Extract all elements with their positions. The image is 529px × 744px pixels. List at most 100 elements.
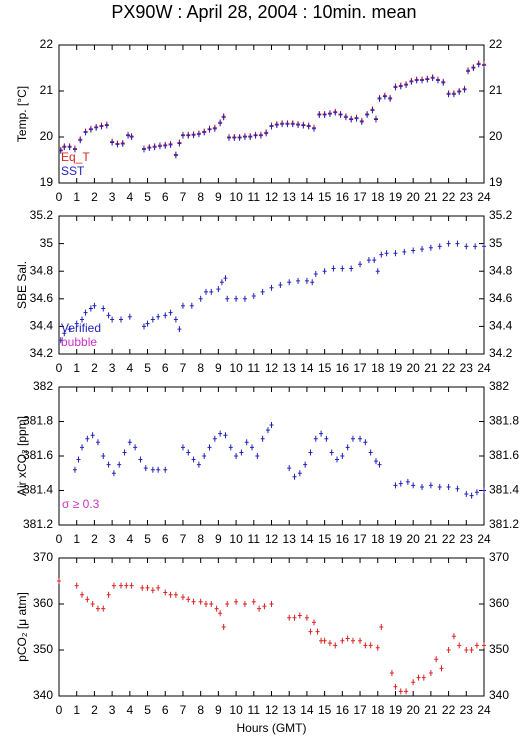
data-point	[207, 444, 212, 451]
data-point	[117, 461, 122, 468]
x-tick-label: 5	[144, 532, 151, 546]
x-tick-label: 1	[73, 361, 80, 375]
data-point	[358, 435, 363, 442]
x-tick-label: 23	[460, 190, 474, 204]
data-point	[140, 584, 145, 591]
x-tick-label: 10	[229, 703, 243, 717]
data-point	[297, 470, 302, 477]
data-point	[393, 250, 398, 257]
data-point	[163, 142, 168, 149]
data-point	[129, 582, 134, 589]
data-point	[482, 62, 486, 69]
data-point	[202, 129, 207, 136]
plot-frame	[58, 557, 485, 697]
annotation: σ ≥ 0.3	[62, 497, 100, 511]
data-point	[441, 79, 446, 86]
y-axis-label: pCO₂ [μ atm]	[15, 592, 29, 662]
x-tick-label: 18	[371, 703, 385, 717]
data-point	[57, 578, 61, 584]
data-point	[462, 86, 467, 93]
data-point	[143, 465, 148, 472]
x-tick-label: 19	[389, 361, 403, 375]
data-point	[147, 145, 152, 152]
data-point	[106, 591, 111, 598]
data-point	[428, 244, 433, 251]
data-point	[428, 670, 433, 676]
data-point	[106, 461, 111, 468]
data-point	[269, 601, 274, 607]
data-point	[234, 598, 239, 605]
data-point	[269, 123, 274, 130]
y-axis-label: Air xCO₂ [ppm]	[15, 416, 29, 496]
data-point	[239, 449, 244, 456]
data-point	[368, 449, 373, 456]
data-point	[287, 465, 292, 472]
data-point	[242, 134, 247, 140]
x-tick-label: 17	[353, 703, 367, 717]
y-tick-label: 340	[33, 688, 53, 702]
data-point	[264, 130, 269, 137]
x-tick-label: 19	[389, 532, 403, 546]
data-point	[218, 610, 223, 617]
data-point	[173, 152, 178, 159]
data-point	[416, 674, 421, 681]
x-tick-label: 17	[353, 361, 367, 375]
data-point	[67, 144, 72, 151]
data-point	[196, 131, 201, 138]
data-point	[469, 492, 474, 499]
x-tick-label: 8	[197, 532, 204, 546]
data-point	[411, 679, 416, 686]
data-point	[451, 633, 456, 640]
data-point	[304, 277, 309, 284]
y-tick-label: 360	[33, 596, 53, 610]
data-point	[191, 132, 196, 139]
data-point	[180, 302, 185, 309]
data-point	[260, 435, 265, 442]
y-tick-label: 34.2	[30, 346, 54, 360]
y-tick-label-right: 34.6	[489, 291, 513, 305]
x-tick-label: 21	[424, 190, 438, 204]
data-point	[315, 628, 320, 635]
data-point	[260, 288, 265, 295]
data-point	[420, 77, 425, 84]
data-point	[202, 453, 207, 459]
data-point	[370, 107, 375, 114]
data-point	[482, 642, 486, 649]
data-point	[152, 144, 157, 151]
data-point	[329, 449, 334, 456]
data-point	[388, 95, 393, 102]
y-tick-label-right: 370	[489, 550, 509, 564]
data-point	[58, 337, 63, 344]
y-tick-label: 34.6	[30, 291, 54, 305]
data-point	[327, 111, 332, 117]
x-tick-label: 8	[197, 190, 204, 204]
x-tick-label: 2	[91, 532, 98, 546]
data-point	[473, 243, 478, 250]
data-point	[437, 243, 442, 250]
data-point	[106, 312, 111, 319]
x-tick-label: 14	[300, 361, 314, 375]
data-point	[466, 68, 471, 75]
data-point	[62, 144, 67, 151]
data-point	[251, 598, 256, 605]
y-tick-label: 350	[33, 642, 53, 656]
data-point	[150, 587, 155, 594]
data-point	[377, 461, 382, 468]
data-point	[221, 114, 226, 121]
data-point	[101, 453, 106, 459]
y-tick-label-right: 381.8	[489, 414, 519, 428]
data-point	[225, 295, 230, 302]
data-point	[335, 456, 340, 463]
data-point	[455, 485, 460, 492]
x-tick-label: 15	[318, 532, 332, 546]
data-point	[142, 146, 146, 153]
data-point	[379, 251, 384, 258]
data-point	[402, 248, 407, 255]
data-point	[209, 288, 214, 295]
data-point	[127, 313, 132, 320]
data-point	[428, 482, 433, 489]
y-tick-label-right: 34.4	[489, 319, 513, 333]
data-point	[280, 121, 285, 128]
data-point	[163, 589, 168, 596]
